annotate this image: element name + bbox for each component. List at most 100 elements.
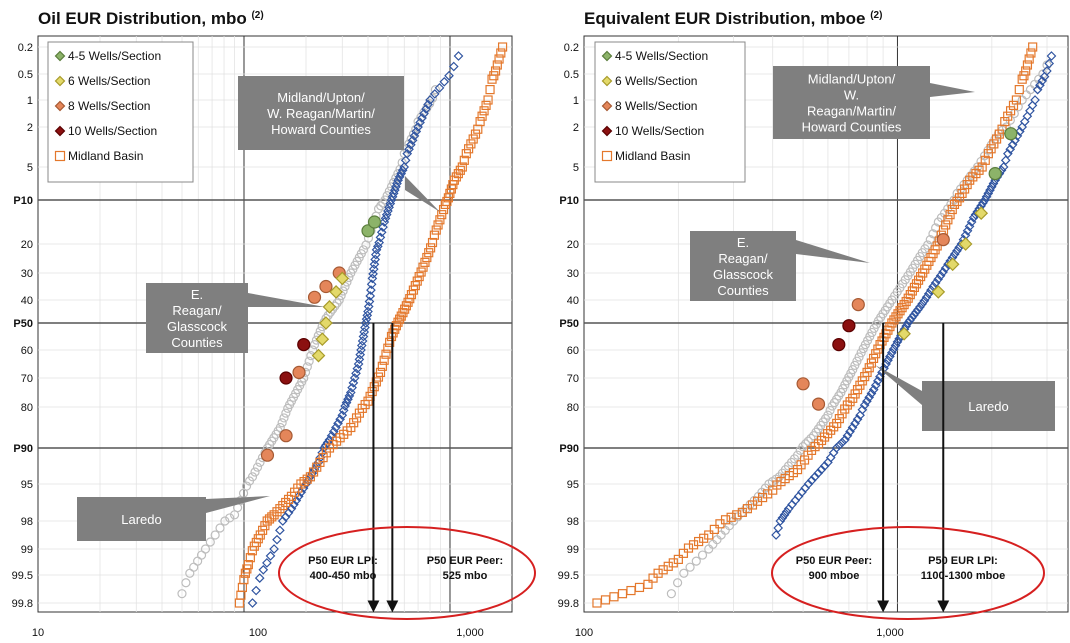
p50-annotation-1: P50 EUR LPI: 400-450 mbo (308, 555, 378, 582)
point-midland-counties (376, 227, 387, 238)
point-midland-counties (367, 273, 378, 284)
point-midland-basin (299, 477, 309, 487)
point-midland-basin (983, 149, 993, 159)
panel-1-title: Oil EUR Distribution, mbo (2) (38, 9, 264, 28)
point-ereagan-glasscock (332, 298, 342, 308)
point-midland-counties (397, 165, 408, 176)
point-midland-counties (434, 83, 445, 93)
point-midland-counties (911, 307, 921, 318)
point-oil-6-wells (319, 316, 333, 330)
point-oil-6-wells (897, 326, 911, 341)
point-midland-counties (425, 95, 435, 105)
point-oil-10-wells (279, 371, 293, 385)
p50-annotation-2: P50 EUR LPI: 1100-1300 mboe (921, 555, 1005, 582)
point-midland-counties (283, 507, 294, 518)
point-midland-basin (991, 134, 1002, 144)
point-midland-basin (485, 84, 495, 95)
point-midland-counties (771, 530, 781, 540)
legend-label: 6 Wells/Section (615, 74, 697, 88)
point-midland-basin (363, 396, 373, 406)
point-oil-6-wells (329, 285, 343, 299)
point-midland-counties (938, 267, 948, 277)
point-oil-4-5-wells (361, 224, 375, 238)
point-midland-basin (395, 314, 405, 324)
callout-tail (930, 83, 975, 97)
point-midland-basin (1000, 116, 1010, 127)
point-midland-counties (400, 155, 411, 166)
point-ereagan-glasscock (177, 589, 187, 599)
point-midland-counties (275, 525, 285, 536)
point-midland-counties (773, 523, 784, 533)
point-midland-basin (866, 358, 877, 368)
point-midland-counties (453, 51, 464, 61)
point-midland-basin (393, 317, 403, 327)
y-tick-label: 98 (21, 516, 33, 528)
point-midland-counties (935, 270, 946, 281)
y-tick-label: 95 (21, 479, 33, 491)
point-midland-basin (732, 510, 742, 520)
callout-text: E. (737, 235, 749, 250)
point-midland-basin (315, 457, 325, 467)
point-midland-basin (470, 129, 481, 139)
legend-swatch (54, 100, 66, 112)
point-midland-counties (1042, 66, 1052, 76)
point-ereagan-glasscock (250, 467, 260, 477)
point-midland-basin (385, 337, 395, 347)
point-midland-basin (648, 573, 658, 583)
point-midland-counties (1030, 95, 1040, 105)
point-midland-basin (429, 230, 439, 240)
point-midland-counties (915, 302, 925, 312)
legend-box (47, 41, 194, 183)
point-ereagan-glasscock (389, 177, 399, 187)
point-midland-basin (842, 400, 852, 410)
point-midland-counties (926, 285, 936, 295)
point-midland-basin (375, 367, 386, 377)
point-midland-basin (463, 144, 474, 154)
point-ereagan-glasscock (679, 568, 689, 578)
point-midland-counties (1046, 51, 1057, 61)
point-midland-basin (267, 512, 277, 522)
point-midland-basin (977, 162, 987, 172)
point-midland-basin (377, 361, 387, 371)
y-tick-label: 40 (567, 295, 579, 307)
callout-tail (796, 240, 870, 263)
point-midland-basin (497, 42, 508, 52)
point-midland-basin (440, 199, 451, 209)
annotation-text: 1100-1300 mboe (921, 570, 1005, 582)
x-tick-label: 100 (575, 627, 593, 639)
point-midland-counties (952, 245, 962, 256)
y-tick-label: 70 (21, 373, 33, 385)
y-tick-label: P90 (13, 443, 33, 455)
point-midland-basin (455, 165, 465, 175)
legend-swatch (54, 50, 66, 62)
point-midland-counties (813, 468, 824, 479)
point-midland-counties (806, 475, 817, 486)
point-oil-8-wells (936, 233, 950, 247)
y-tick-label: 5 (27, 162, 33, 174)
point-midland-counties (888, 344, 899, 354)
point-midland-basin (496, 48, 506, 58)
callout-box (146, 283, 248, 353)
point-midland-counties (886, 347, 897, 358)
y-tick-label: 2 (27, 122, 33, 134)
series-oil-8-wells (796, 233, 950, 411)
point-midland-basin (868, 353, 879, 363)
point-midland-basin (424, 248, 434, 258)
y-tick-label: 60 (567, 345, 579, 357)
point-midland-counties (291, 495, 302, 506)
point-midland-counties (810, 471, 820, 482)
point-midland-basin (272, 507, 282, 517)
point-midland-counties (429, 89, 440, 99)
point-ereagan-glasscock (200, 544, 211, 554)
point-midland-basin (379, 355, 389, 365)
point-midland-basin (965, 175, 975, 185)
point-midland-counties (394, 172, 405, 182)
point-midland-counties (311, 461, 322, 471)
point-midland-counties (277, 516, 288, 526)
p50-annotation-2: P50 EUR Peer: 525 mbo (427, 555, 503, 582)
point-midland-basin (312, 462, 322, 472)
legend-swatch (601, 100, 613, 112)
y-tick-label: 40 (21, 295, 33, 307)
y-tick-label: P10 (13, 195, 33, 207)
legend-label: 10 Wells/Section (615, 124, 704, 138)
